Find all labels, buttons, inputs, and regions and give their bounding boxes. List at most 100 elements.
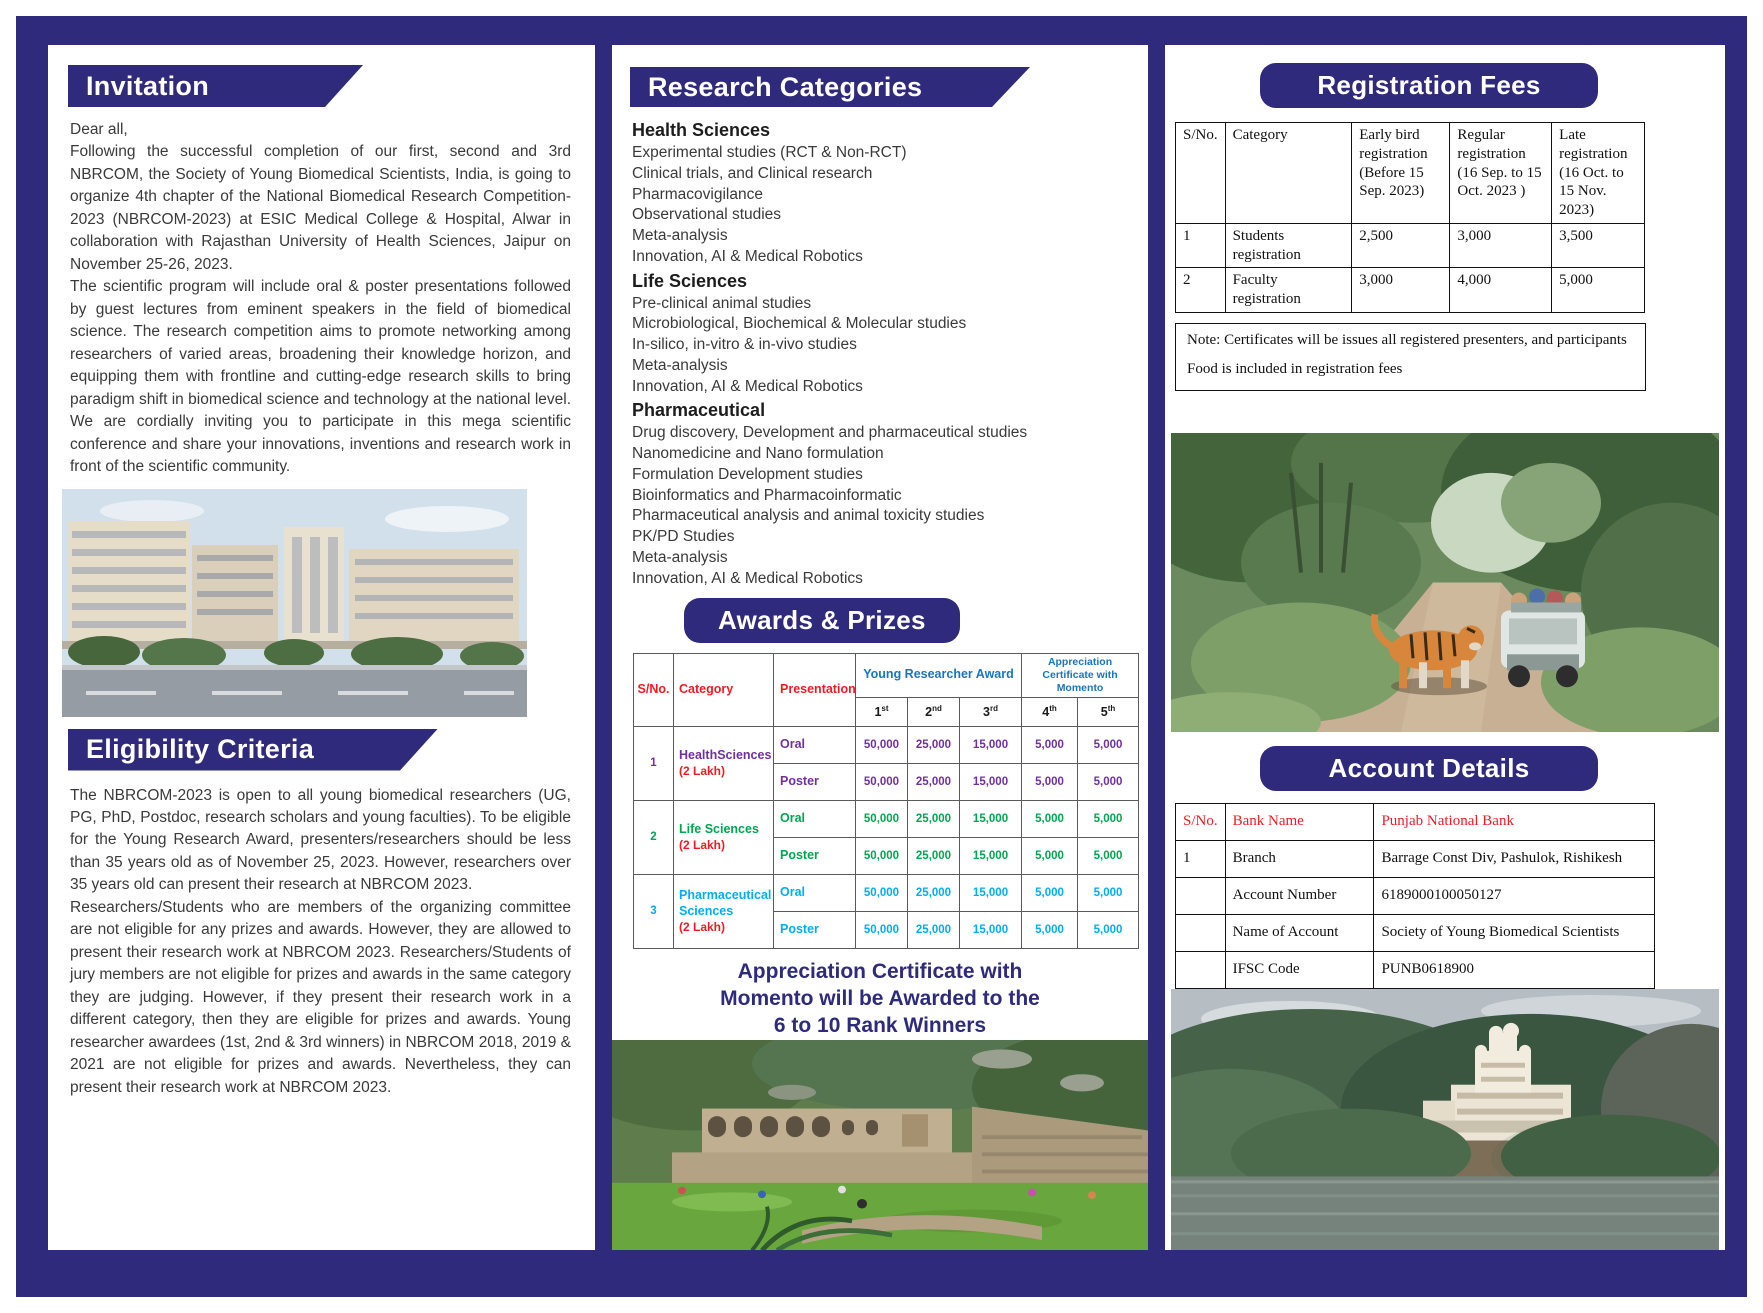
- lake-palace-illustration: [1171, 988, 1719, 1250]
- presentation-poster: Poster: [773, 836, 856, 875]
- research-item: Pharmacovigilance: [632, 185, 763, 203]
- research-item: Pharmaceutical analysis and animal toxic…: [632, 507, 985, 525]
- registration-fees-banner: Registration Fees: [1260, 63, 1598, 108]
- rank-4th: 4th: [1021, 696, 1079, 727]
- research-item: Microbiological, Biochemical & Molecular…: [632, 315, 967, 333]
- fees-cell: 3,000: [1351, 267, 1451, 313]
- prize-cell: 15,000: [958, 910, 1023, 949]
- awards-header-row: S/No. Category Presentation Young Resear…: [633, 652, 1140, 727]
- awards-row-health-poster: Poster 50,000 25,000 15,000 5,000 5,000: [634, 762, 1140, 801]
- research-item: Observational studies: [632, 206, 782, 224]
- prize-cell: 5,000: [1077, 873, 1140, 912]
- account-sno: [1175, 950, 1226, 989]
- awards-row-health-oral: 1 HealthSciences (2 Lakh) Oral 50,000 25…: [633, 725, 1140, 801]
- awards-category-pharmaceutical-sciences: Pharmaceutical Sciences (2 Lakh): [673, 873, 774, 949]
- fees-header-row: S/No. Category Early bird registration (…: [1175, 122, 1645, 224]
- awards-table: S/No. Category Presentation Young Resear…: [633, 652, 1140, 949]
- fees-cell: 4,000: [1449, 267, 1553, 313]
- fees-cell: 2,500: [1351, 222, 1451, 269]
- fees-row-students: 1 Students registration 2,500 3,000 3,50…: [1175, 222, 1645, 269]
- research-panel: Research Categories Health Sciences Expe…: [612, 45, 1148, 1250]
- prize-cell: 15,000: [958, 799, 1023, 838]
- research-item: Nanomedicine and Nano formulation: [632, 445, 884, 463]
- account-details-banner: Account Details: [1260, 745, 1598, 791]
- account-sno: [1175, 876, 1226, 915]
- prize-cell: 25,000: [907, 762, 960, 801]
- research-categories-banner: Research Categories: [630, 67, 1030, 107]
- prize-cell: 50,000: [855, 910, 908, 949]
- invitation-banner: Invitation: [68, 65, 363, 107]
- registration-note-food: Food is included in registration fees: [1187, 360, 1403, 377]
- fees-header-category: Category: [1224, 122, 1353, 224]
- prize-cell: 25,000: [907, 836, 960, 875]
- invitation-text: Dear all, Following the successful compl…: [48, 119, 595, 479]
- account-label: Bank Name: [1224, 802, 1375, 841]
- safari-jeep: [1501, 588, 1585, 687]
- prize-cell: 5,000: [1021, 799, 1079, 838]
- awards-row-pharma-oral: 3 Pharmaceutical Sciences (2 Lakh) Oral …: [633, 873, 1140, 949]
- prize-cell: 50,000: [855, 799, 908, 838]
- account-value: PUNB0618900: [1373, 950, 1655, 989]
- account-value: 6189000100050127: [1373, 876, 1655, 915]
- prize-cell: 50,000: [855, 762, 908, 801]
- prize-cell: 25,000: [907, 873, 960, 912]
- fees-row-faculty: 2 Faculty registration 3,000 4,000 5,000: [1175, 267, 1645, 313]
- research-categories-title: Research Categories: [648, 71, 923, 102]
- account-sno: [1175, 913, 1226, 952]
- registration-panel: Registration Fees S/No. Category Early b…: [1165, 45, 1725, 1250]
- research-item: Pre-clinical animal studies: [632, 294, 812, 312]
- prize-cell: 5,000: [1021, 836, 1079, 875]
- prize-cell: 25,000: [907, 725, 960, 764]
- lake-palace-photo: [1171, 988, 1719, 1250]
- registration-note-certificates: Note: Certificates will be issues all re…: [1187, 331, 1627, 348]
- research-item: Experimental studies (RCT & Non-RCT): [632, 144, 907, 161]
- research-item: In-silico, in-vitro & in-vivo studies: [632, 336, 857, 354]
- account-sno: 1: [1175, 839, 1226, 878]
- awards-row-life-poster: Poster 50,000 25,000 15,000 5,000 5,000: [634, 836, 1140, 875]
- prize-cell: 5,000: [1021, 873, 1079, 912]
- account-details-table: S/No. Bank Name Punjab National Bank 1 B…: [1175, 802, 1655, 989]
- account-label: IFSC Code: [1224, 950, 1375, 989]
- prize-cell: 15,000: [958, 725, 1023, 764]
- rank-1st: 1st: [855, 696, 908, 727]
- eligibility-paragraph-1: The NBRCOM-2023 is open to all young bio…: [70, 786, 571, 894]
- rank-2nd: 2nd: [907, 696, 960, 727]
- account-value: Barrage Const Div, Pashulok, Rishikesh: [1373, 839, 1655, 878]
- awards-category-life-sciences: Life Sciences (2 Lakh): [673, 799, 774, 875]
- fort-photo-illustration: [612, 1039, 1148, 1250]
- research-item: Meta-analysis: [632, 356, 728, 374]
- rank-5th: 5th: [1077, 696, 1140, 727]
- fees-cell: Students registration: [1224, 222, 1353, 269]
- awards-rank-row: 1st 2nd 3rd 4th 5th: [634, 696, 1140, 727]
- prize-cell: 5,000: [1021, 762, 1079, 801]
- research-item: Meta-analysis: [632, 227, 728, 245]
- account-label: Branch: [1224, 839, 1375, 878]
- awards-prizes-title: Awards & Prizes: [718, 604, 926, 635]
- prize-cell: 5,000: [1021, 725, 1079, 764]
- fees-header-regular: Regular registration (16 Sep. to 15 Oct.…: [1449, 122, 1553, 224]
- prize-cell: 25,000: [907, 910, 960, 949]
- appreciation-note: Appreciation Certificate with Momento wi…: [720, 959, 1040, 1037]
- research-item: PK/PD Studies: [632, 528, 735, 546]
- awards-row-pharma-poster: Poster 50,000 25,000 15,000 5,000 5,000: [634, 910, 1140, 949]
- awards-header-appreciation-certificate: Appreciation Certificate with Momento: [1021, 652, 1140, 698]
- eligibility-title: Eligibility Criteria: [86, 734, 315, 764]
- account-sno: S/No.: [1175, 802, 1226, 841]
- prize-cell: 50,000: [855, 873, 908, 912]
- awards-category-health-sciences: HealthSciences (2 Lakh): [673, 725, 774, 801]
- awards-sno: 3: [633, 873, 674, 949]
- presentation-poster: Poster: [773, 910, 856, 949]
- awards-header-presentation: Presentation: [773, 652, 856, 727]
- research-item: Innovation, AI & Medical Robotics: [632, 377, 863, 395]
- prize-cell: 15,000: [958, 873, 1023, 912]
- tiger-safari-illustration: [1171, 432, 1719, 732]
- invitation-paragraph-1: Following the successful completion of o…: [70, 143, 571, 273]
- invitation-title: Invitation: [86, 70, 209, 101]
- research-item: Meta-analysis: [632, 549, 728, 567]
- awards-prizes-banner: Awards & Prizes: [684, 597, 960, 643]
- fees-cell: 2: [1175, 267, 1226, 313]
- fees-header-late: Late registration (16 Oct. to 15 Nov. 20…: [1551, 122, 1645, 224]
- campus-photo-illustration: [62, 488, 527, 717]
- eligibility-paragraph-2: Researchers/Students who are members of …: [70, 898, 571, 1096]
